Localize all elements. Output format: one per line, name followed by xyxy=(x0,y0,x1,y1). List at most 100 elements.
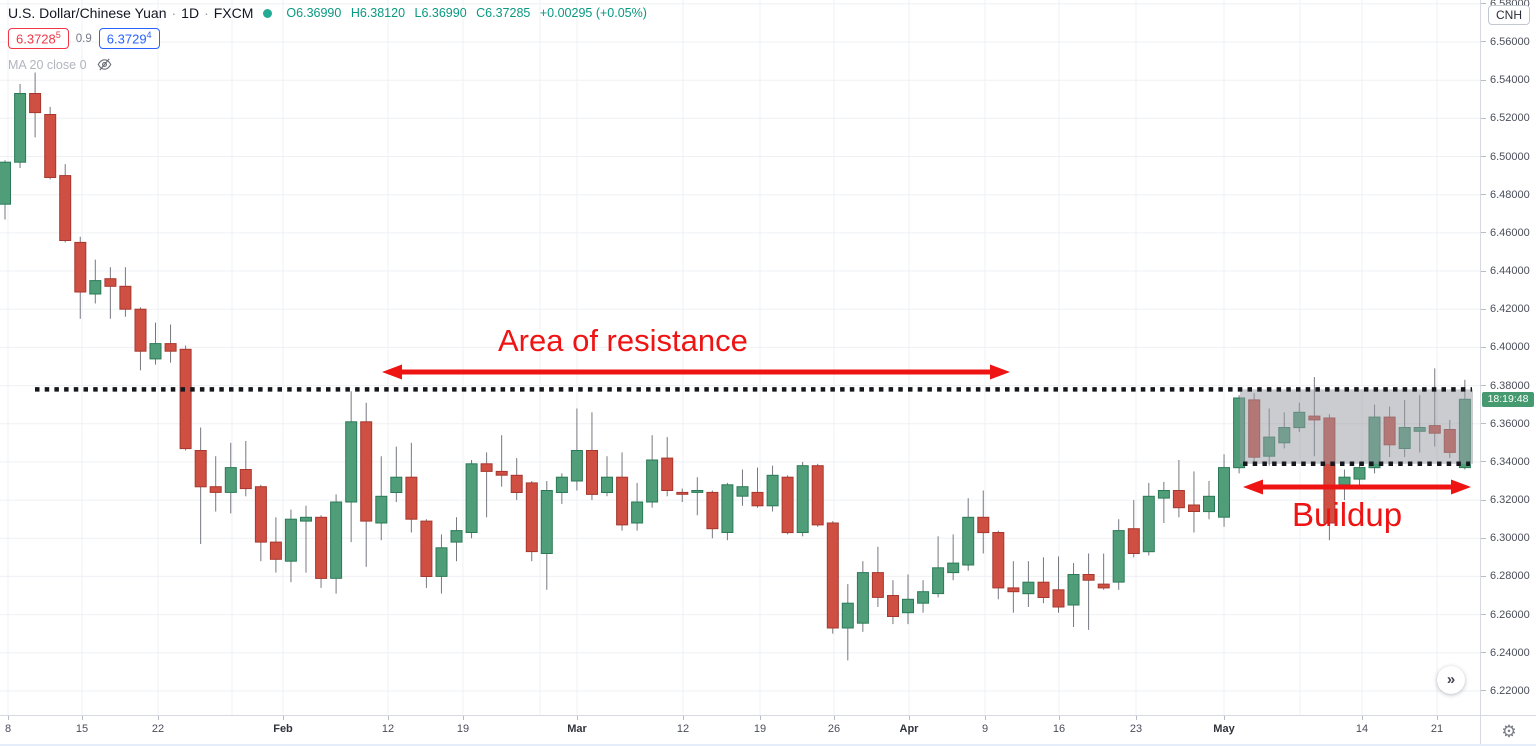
interval-label[interactable]: 1D xyxy=(181,5,200,21)
candle-body xyxy=(841,602,854,629)
bid-ask-row: 6.37285 0.9 6.37294 xyxy=(8,28,653,50)
time-axis[interactable]: 8 15 22 Feb 12 19 Mar 12 19 26 Apr 9 16 23 May 14 21 xyxy=(0,715,1480,746)
price-axis-label: 6.50000 xyxy=(1490,150,1530,163)
candle-body xyxy=(74,241,87,293)
candle-body xyxy=(646,459,659,503)
exchange-label[interactable]: FXCM xyxy=(213,5,254,21)
candle-body xyxy=(932,567,945,595)
price-axis-tick xyxy=(1481,385,1486,387)
candle-body xyxy=(917,591,930,604)
candle-body xyxy=(14,93,27,163)
buildup-annotation: Buildup xyxy=(1292,496,1403,533)
candle-body xyxy=(992,532,1005,589)
candle-body xyxy=(495,470,508,476)
candle-body xyxy=(465,463,478,533)
price-axis-tick xyxy=(1481,41,1486,43)
price-axis-label: 6.22000 xyxy=(1490,684,1530,697)
price-axis-tick xyxy=(1481,614,1486,616)
candle-body xyxy=(1188,504,1200,512)
candle-body xyxy=(796,465,809,534)
time-axis-label: 23 xyxy=(1129,723,1143,735)
candle-body xyxy=(902,598,914,614)
candle-body xyxy=(766,474,779,507)
candle-body xyxy=(435,547,448,577)
candle-body xyxy=(736,486,749,497)
market-status-dot-icon[interactable] xyxy=(263,8,273,18)
time-axis-tick xyxy=(1224,716,1225,720)
time-axis-label: Apr xyxy=(899,723,919,735)
candle-body xyxy=(254,486,267,543)
candle-body xyxy=(1172,490,1185,509)
time-axis-tick xyxy=(8,716,9,720)
candle-body xyxy=(1112,530,1125,583)
candle-body xyxy=(977,516,990,534)
candle-body xyxy=(119,285,132,310)
time-axis-label: 15 xyxy=(75,723,89,735)
currency-badge[interactable]: CNH xyxy=(1488,5,1530,25)
candle-body xyxy=(510,474,523,493)
candle-body xyxy=(601,476,613,494)
candle-body xyxy=(1127,528,1140,555)
visibility-off-icon[interactable] xyxy=(97,57,112,72)
double-chevron-right-icon: » xyxy=(1446,670,1456,688)
price-axis[interactable]: 6.58000 6.56000 6.54000 6.52000 6.50000 6.480… xyxy=(1480,0,1536,715)
candle-body xyxy=(1142,495,1155,553)
candle-body xyxy=(586,450,598,495)
price-axis-label: 6.24000 xyxy=(1490,646,1530,659)
candle-body xyxy=(29,93,42,114)
spread-value: 0.9 xyxy=(75,32,92,45)
candle-body xyxy=(631,501,644,524)
candlestick-chart[interactable] xyxy=(0,0,1480,715)
price-axis-tick xyxy=(1481,537,1486,539)
price-axis-tick xyxy=(1481,499,1486,501)
bid-price-box[interactable]: 6.37285 xyxy=(8,28,69,50)
candle-body xyxy=(1052,589,1065,608)
ask-value: 6.3729 xyxy=(106,31,147,47)
price-axis-label: 6.54000 xyxy=(1490,74,1530,87)
candle-body xyxy=(706,491,719,530)
axis-corner: ⚙ xyxy=(1480,715,1536,746)
time-axis-tick xyxy=(985,716,986,720)
candle-body xyxy=(661,457,674,492)
price-axis-tick xyxy=(1481,652,1486,654)
time-axis-label: 9 xyxy=(981,723,989,735)
go-to-realtime-button[interactable]: » xyxy=(1437,666,1465,694)
candle-body xyxy=(315,516,328,579)
time-axis-tick xyxy=(283,716,284,720)
candle-body xyxy=(149,343,162,360)
time-axis-label: Mar xyxy=(567,723,587,735)
ohlc-readout: O6.36990 H6.38120 L6.36990 C6.37285 +0.0… xyxy=(286,6,652,20)
price-axis-label: 6.36000 xyxy=(1490,417,1530,430)
candle-body xyxy=(0,161,11,205)
time-axis-label: 14 xyxy=(1355,723,1369,735)
chart-canvas[interactable]: U.S. Dollar/Chinese Yuan · 1D · FXCM O6.… xyxy=(0,0,1480,715)
symbol-title[interactable]: U.S. Dollar/Chinese Yuan xyxy=(8,5,167,21)
time-axis-tick xyxy=(909,716,910,720)
separator: · xyxy=(204,5,209,21)
candle-body xyxy=(390,476,403,494)
indicator-label[interactable]: MA 20 close 0 xyxy=(8,57,87,72)
price-axis-tick xyxy=(1481,3,1486,5)
time-axis-label: 21 xyxy=(1430,723,1444,735)
time-axis-label: 26 xyxy=(827,723,841,735)
bid-value: 6.3728 xyxy=(16,31,56,47)
candle-body xyxy=(134,308,147,352)
time-axis-label: 12 xyxy=(381,723,395,735)
settings-gear-icon[interactable]: ⚙ xyxy=(1501,722,1517,741)
candle-body xyxy=(284,518,297,562)
candle-body xyxy=(555,476,568,494)
change-value: +0.00295 (+0.05%) xyxy=(539,6,647,20)
candle-body xyxy=(856,572,869,624)
time-axis-label: May xyxy=(1213,723,1235,735)
buildup-zone-box xyxy=(1240,389,1473,464)
price-axis-label: 6.48000 xyxy=(1490,188,1530,201)
candle-body xyxy=(1097,583,1110,589)
price-axis-tick xyxy=(1481,575,1486,577)
time-axis-label: 19 xyxy=(753,723,767,735)
price-axis-tick xyxy=(1481,232,1486,234)
ask-price-box[interactable]: 6.37294 xyxy=(98,28,160,50)
candle-body xyxy=(224,467,237,493)
window-edge xyxy=(0,744,1536,746)
candle-body xyxy=(1037,581,1050,599)
candle-body xyxy=(1218,467,1230,518)
